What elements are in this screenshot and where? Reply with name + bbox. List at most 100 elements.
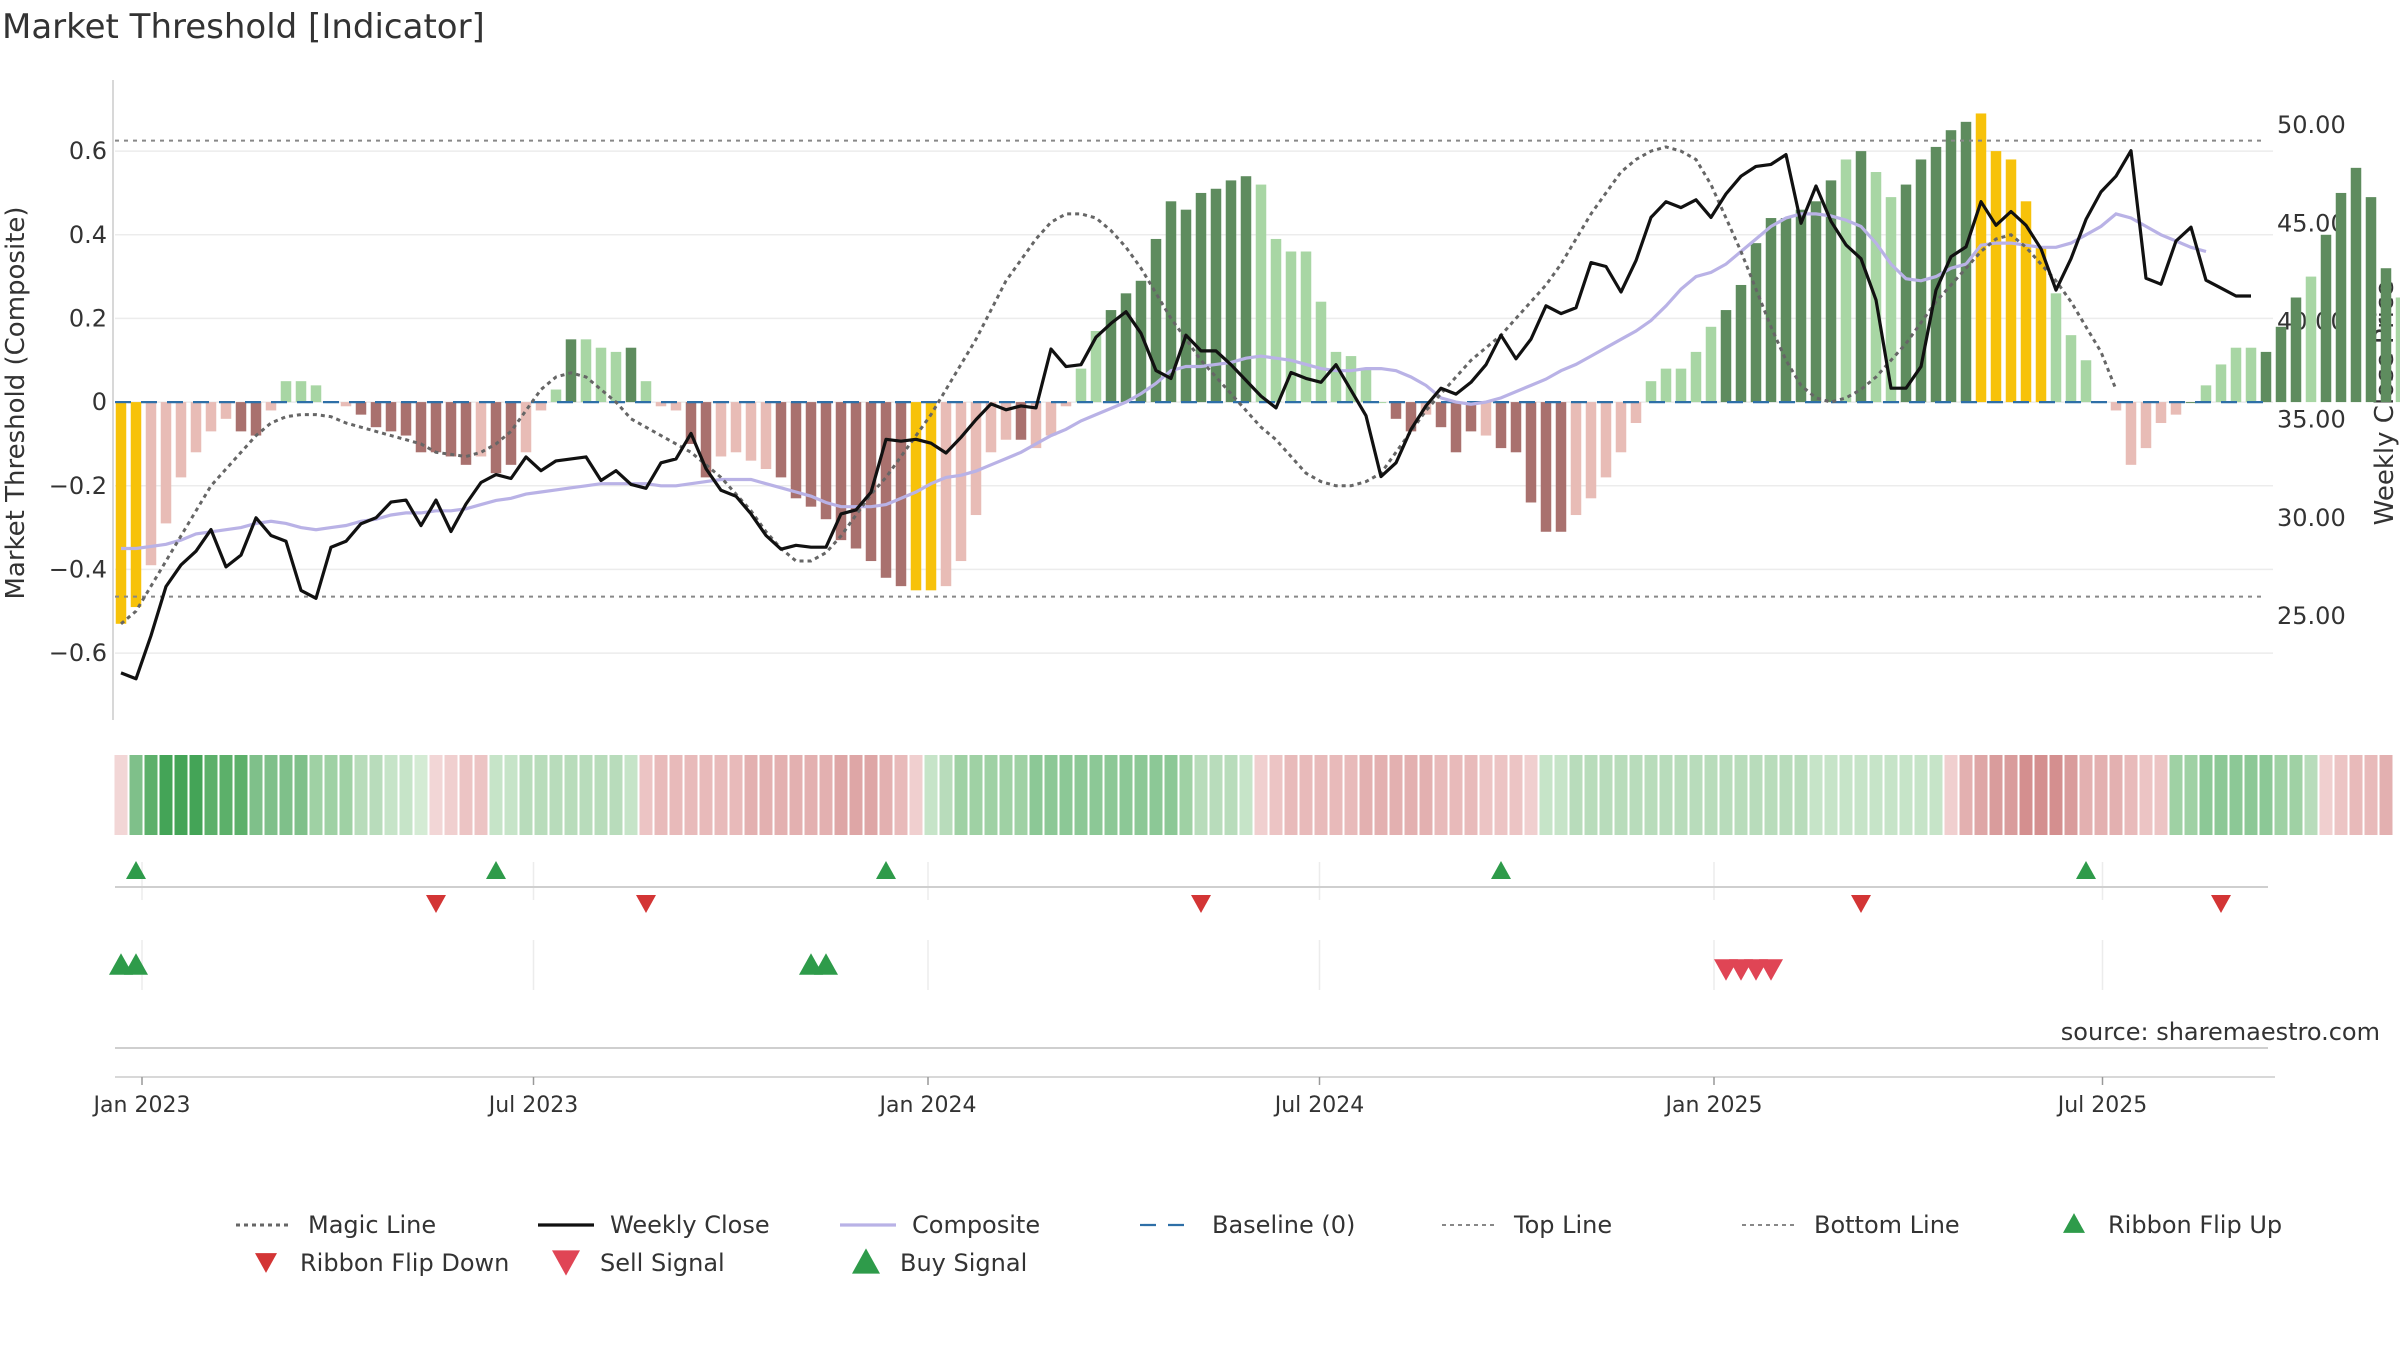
legend-item: Sell Signal bbox=[552, 1249, 725, 1277]
ribbon-cell bbox=[174, 755, 188, 835]
ribbon-cell bbox=[1149, 755, 1163, 835]
ribbon-cell bbox=[384, 755, 398, 835]
ribbon-cell bbox=[264, 755, 278, 835]
composite-bar bbox=[2140, 402, 2152, 449]
composite-bar bbox=[490, 402, 502, 474]
composite-bar bbox=[505, 402, 517, 465]
composite-bar bbox=[685, 402, 697, 444]
ribbon-cell bbox=[1989, 755, 2003, 835]
ribbon-cell bbox=[894, 755, 908, 835]
right-tick-label: 30.00 bbox=[2277, 504, 2346, 532]
ribbon-cell bbox=[1089, 755, 1103, 835]
ribbon-cell bbox=[1299, 755, 1313, 835]
ribbon-cell bbox=[1944, 755, 1958, 835]
composite-bar bbox=[2260, 351, 2272, 403]
composite-bar bbox=[790, 402, 802, 499]
composite-bar bbox=[175, 402, 187, 478]
ribbon-flip-up-marker bbox=[1491, 861, 1511, 879]
composite-bar bbox=[145, 402, 157, 566]
ribbon-cell bbox=[2139, 755, 2153, 835]
source-credit: source: sharemaestro.com bbox=[2061, 1018, 2380, 1046]
legend-item: Buy Signal bbox=[852, 1248, 1027, 1277]
composite-bar bbox=[1285, 251, 1297, 403]
ribbon-cell bbox=[294, 755, 308, 835]
ribbon-cell bbox=[744, 755, 758, 835]
ribbon-cell bbox=[2109, 755, 2123, 835]
ribbon-cell bbox=[1044, 755, 1058, 835]
composite-bar bbox=[700, 402, 712, 478]
composite-bar bbox=[1015, 402, 1027, 440]
ribbon-cell bbox=[2229, 755, 2243, 835]
composite-bar bbox=[1885, 197, 1897, 403]
ribbon-cell bbox=[1119, 755, 1133, 835]
ribbon-cell bbox=[519, 755, 533, 835]
ribbon-cell bbox=[1509, 755, 1523, 835]
composite-bar bbox=[895, 402, 907, 587]
ribbon-cell bbox=[2289, 755, 2303, 835]
composite-bar bbox=[2380, 268, 2392, 403]
ribbon-cell bbox=[624, 755, 638, 835]
ribbon-cell bbox=[1674, 755, 1688, 835]
ribbon-cell bbox=[2019, 755, 2033, 835]
ribbon-cell bbox=[1104, 755, 1118, 835]
x-tick-label: Jan 2025 bbox=[1664, 1093, 1763, 1118]
legend-item: Composite bbox=[840, 1211, 1040, 1239]
composite-bar bbox=[1150, 238, 1162, 403]
ribbon-cell bbox=[1014, 755, 1028, 835]
composite-bar bbox=[955, 402, 967, 562]
ribbon-cell bbox=[1284, 755, 1298, 835]
composite-bar bbox=[1675, 368, 1687, 403]
composite-bar bbox=[1315, 301, 1327, 403]
ribbon-cell bbox=[1734, 755, 1748, 835]
ribbon-cell bbox=[444, 755, 458, 835]
ribbon-cell bbox=[1629, 755, 1643, 835]
ribbon-cell bbox=[1959, 755, 1973, 835]
ribbon-flip-down-marker bbox=[2211, 895, 2231, 913]
composite-bar bbox=[190, 402, 202, 453]
composite-bar bbox=[580, 339, 592, 403]
ribbon-cell bbox=[2334, 755, 2348, 835]
ribbon-cell bbox=[849, 755, 863, 835]
ribbon-cell bbox=[1554, 755, 1568, 835]
legend: Magic Line Weekly Close Composite Baseline … bbox=[236, 1211, 2282, 1277]
ribbon-cell bbox=[939, 755, 953, 835]
ribbon-cell bbox=[1374, 755, 1388, 835]
composite-bar bbox=[1330, 351, 1342, 403]
ribbon-cell bbox=[354, 755, 368, 835]
composite-bar bbox=[460, 402, 472, 465]
ribbon-cell bbox=[474, 755, 488, 835]
ribbon-cell bbox=[2214, 755, 2228, 835]
legend-item: Magic Line bbox=[236, 1211, 436, 1239]
ribbon-cell bbox=[1764, 755, 1778, 835]
ribbon-cell bbox=[984, 755, 998, 835]
composite-bar bbox=[1765, 218, 1777, 403]
composite-bar bbox=[220, 402, 232, 419]
chart-title: Market Threshold [Indicator] bbox=[2, 7, 485, 47]
ribbon-cell bbox=[234, 755, 248, 835]
ribbon-cell bbox=[594, 755, 608, 835]
left-tick-label: −0.2 bbox=[49, 472, 107, 500]
composite-bar bbox=[655, 402, 667, 407]
ribbon-cell bbox=[2364, 755, 2378, 835]
composite-bar bbox=[1165, 201, 1177, 403]
right-tick-label: 35.00 bbox=[2277, 406, 2346, 434]
composite-bar bbox=[1810, 201, 1822, 403]
composite-bar bbox=[250, 402, 262, 436]
composite-bar bbox=[835, 402, 847, 541]
composite-bar bbox=[1240, 176, 1252, 403]
composite-bar bbox=[2155, 402, 2167, 424]
ribbon-cell bbox=[2094, 755, 2108, 835]
composite-bar bbox=[2335, 192, 2347, 403]
composite-bar bbox=[1135, 280, 1147, 403]
composite-bar bbox=[1480, 402, 1492, 436]
composite-bar bbox=[940, 402, 952, 587]
ribbon-cell bbox=[1224, 755, 1238, 835]
ribbon-cell bbox=[1839, 755, 1853, 835]
ribbon-cell bbox=[369, 755, 383, 835]
ribbon-cell bbox=[2184, 755, 2198, 835]
ribbon-cell bbox=[1779, 755, 1793, 835]
left-tick-label: 0 bbox=[92, 388, 107, 416]
left-tick-label: −0.6 bbox=[49, 639, 107, 667]
ribbon-cell bbox=[864, 755, 878, 835]
